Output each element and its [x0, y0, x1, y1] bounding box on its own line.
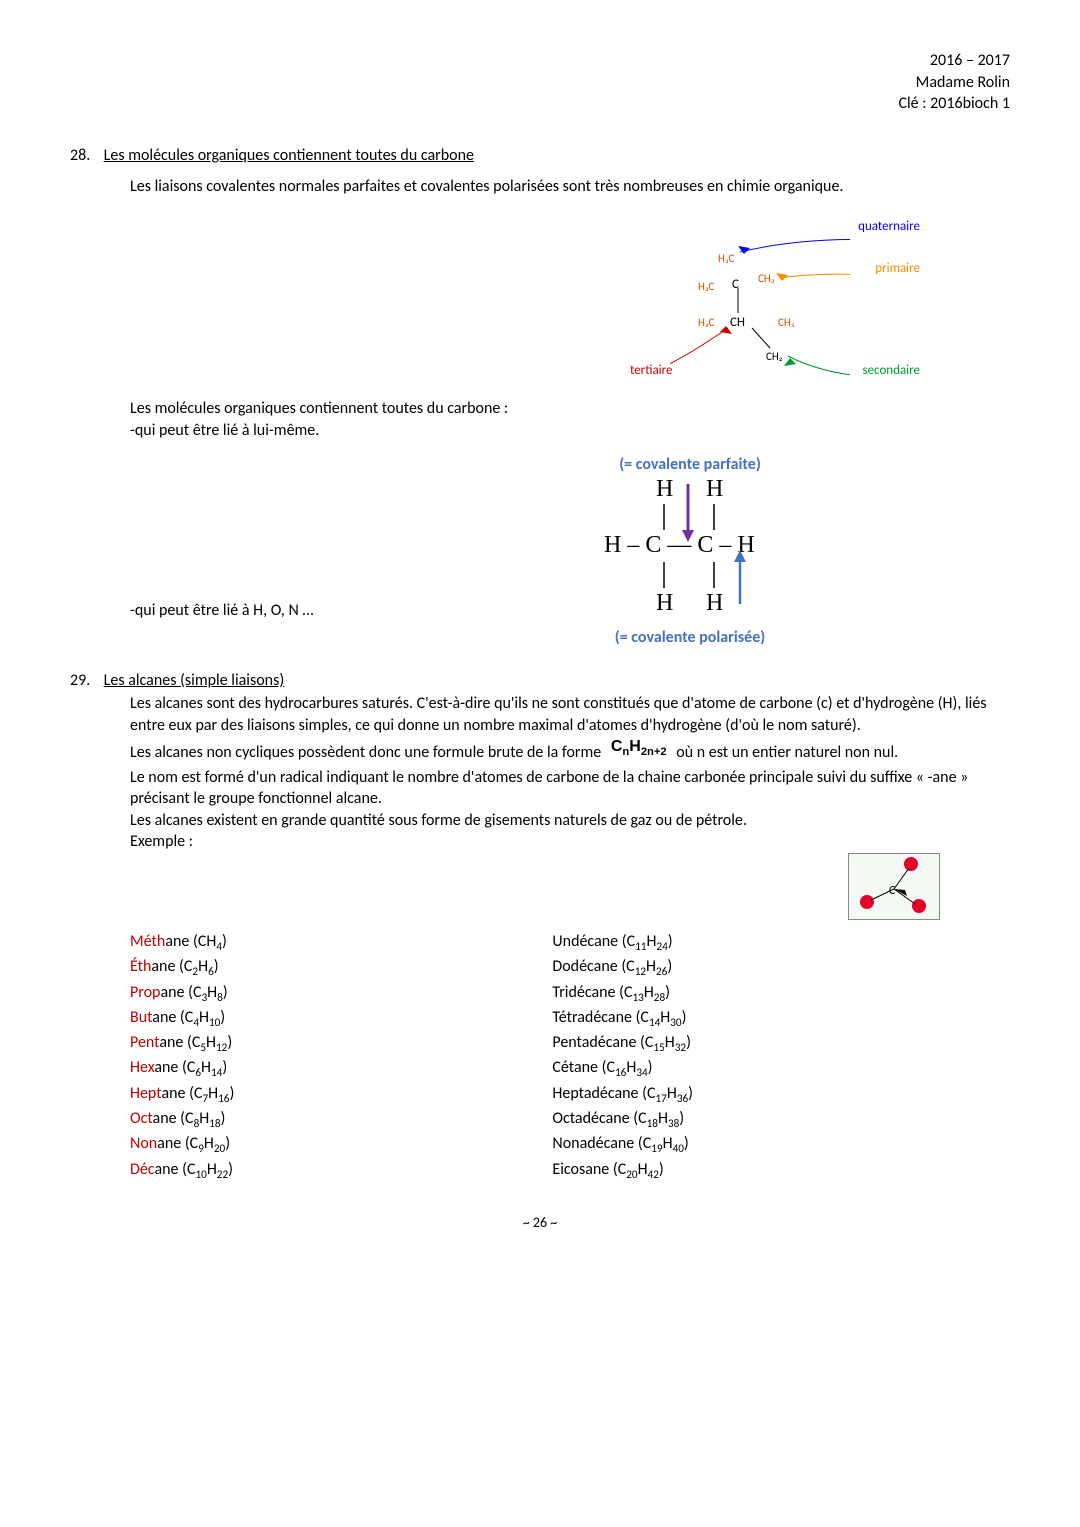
alkane-item: Heptadécane (C17H36)	[552, 1083, 974, 1107]
header-teacher: Madame Rolin	[70, 72, 1010, 94]
alkane-item: Tridécane (C13H28)	[552, 982, 974, 1006]
s29-p2: Les alcanes non cycliques possèdent donc…	[130, 742, 1010, 766]
svg-text:H₃C: H₃C	[698, 280, 715, 293]
alkane-item: Dodécane (C12H26)	[552, 956, 974, 980]
methane-icon: C	[848, 853, 940, 920]
section-29: 29. Les alcanes (simple liaisons) Les al…	[70, 670, 1010, 1184]
s29-p2b: où n est un entier naturel non nul.	[676, 743, 898, 762]
alkane-item: Pentadécane (C15H32)	[552, 1032, 974, 1056]
alkane-item: Undécane (C11H24)	[552, 931, 974, 955]
s28-p1: Les liaisons covalentes normales parfait…	[130, 176, 1010, 198]
alkane-item: Butane (C4H10)	[130, 1007, 552, 1031]
svg-text:CH: CH	[730, 315, 745, 330]
page-number: ~ 26 ~	[70, 1214, 1010, 1233]
general-formula: CnH2n+2	[605, 738, 673, 755]
carbon-types-diagram: quaternaire primaire secondaire tertiair…	[550, 218, 950, 388]
header-key: Clé : 2016bioch 1	[70, 93, 1010, 115]
alkane-item: Éthane (C2H6)	[130, 956, 552, 980]
page-header: 2016 – 2017 Madame Rolin Clé : 2016bioch…	[70, 50, 1010, 115]
alkanes-right-col: Undécane (C11H24)Dodécane (C12H26)Tridéc…	[552, 930, 974, 1184]
s28-p3: -qui peut être lié à H, O, N …	[130, 600, 370, 622]
s29-p5: Exemple :	[130, 831, 1010, 853]
label-primaire: primaire	[875, 260, 920, 278]
svg-text:C: C	[889, 884, 896, 898]
s28-p2b: -qui peut être lié à lui-même.	[130, 420, 1010, 442]
s29-p2a: Les alcanes non cycliques possèdent donc…	[130, 743, 601, 762]
bond-label-bottom: (= covalente polarisée)	[370, 629, 1010, 647]
alkane-item: Cétane (C16H34)	[552, 1057, 974, 1081]
s29-p1: Les alcanes sont des hydrocarbures satur…	[130, 693, 1010, 736]
svg-text:H: H	[706, 590, 723, 616]
alkane-item: Hexane (C6H14)	[130, 1057, 552, 1081]
svg-text:H₃C: H₃C	[698, 316, 715, 329]
section-28-num: 28.	[70, 145, 100, 167]
alkane-item: Décane (C10H22)	[130, 1159, 552, 1183]
section-29-title: Les alcanes (simple liaisons)	[104, 671, 285, 690]
alkane-item: Méthane (CH4)	[130, 931, 552, 955]
alkane-item: Heptane (C7H16)	[130, 1083, 552, 1107]
alkane-item: Octane (C8H18)	[130, 1108, 552, 1132]
alkanes-left-col: Méthane (CH4)Éthane (C2H6)Propane (C3H8)…	[130, 930, 552, 1184]
section-28: 28. Les molécules organiques contiennent…	[70, 145, 1010, 662]
methane-svg: C	[849, 854, 939, 919]
svg-text:H – C — C – H: H – C — C – H	[604, 532, 755, 558]
svg-text:CH₂: CH₂	[766, 350, 783, 363]
s29-p4: Les alcanes existent en grande quantité …	[130, 810, 1010, 832]
section-28-title: Les molécules organiques contiennent tou…	[104, 146, 474, 165]
header-year: 2016 – 2017	[70, 50, 1010, 72]
label-tertiaire: tertiaire	[630, 362, 673, 380]
label-quaternaire: quaternaire	[858, 218, 920, 236]
svg-text:H₃C: H₃C	[718, 252, 735, 265]
carbon-molecule-svg: H₃C H₃C CH₃ C H₃C CH CH₃ CH₂	[670, 238, 850, 378]
alkanes-list: Méthane (CH4)Éthane (C2H6)Propane (C3H8)…	[130, 930, 1010, 1184]
alkane-item: Tétradécane (C14H30)	[552, 1007, 974, 1031]
svg-text:H: H	[656, 476, 673, 502]
svg-text:H: H	[706, 476, 723, 502]
label-secondaire: secondaire	[863, 362, 921, 380]
svg-text:H: H	[656, 590, 673, 616]
alkane-item: Propane (C3H8)	[130, 982, 552, 1006]
svg-text:CH₃: CH₃	[758, 272, 775, 285]
alkane-item: Nonane (C9H20)	[130, 1133, 552, 1157]
svg-text:CH₃: CH₃	[778, 316, 795, 329]
alkane-item: Octadécane (C18H38)	[552, 1108, 974, 1132]
covalent-bond-diagram: (= covalente parfaite) H H H – C — C – H…	[370, 456, 1010, 646]
alkane-item: Nonadécane (C19H40)	[552, 1133, 974, 1157]
bond-svg: H H H – C — C – H H H	[570, 474, 810, 624]
alkane-item: Eicosane (C20H42)	[552, 1159, 974, 1183]
section-29-num: 29.	[70, 670, 100, 692]
bond-label-top: (= covalente parfaite)	[370, 456, 1010, 474]
alkane-item: Pentane (C5H12)	[130, 1032, 552, 1056]
s28-p2: Les molécules organiques contiennent tou…	[130, 398, 1010, 420]
s29-p3: Le nom est formé d'un radical indiquant …	[130, 767, 1010, 810]
